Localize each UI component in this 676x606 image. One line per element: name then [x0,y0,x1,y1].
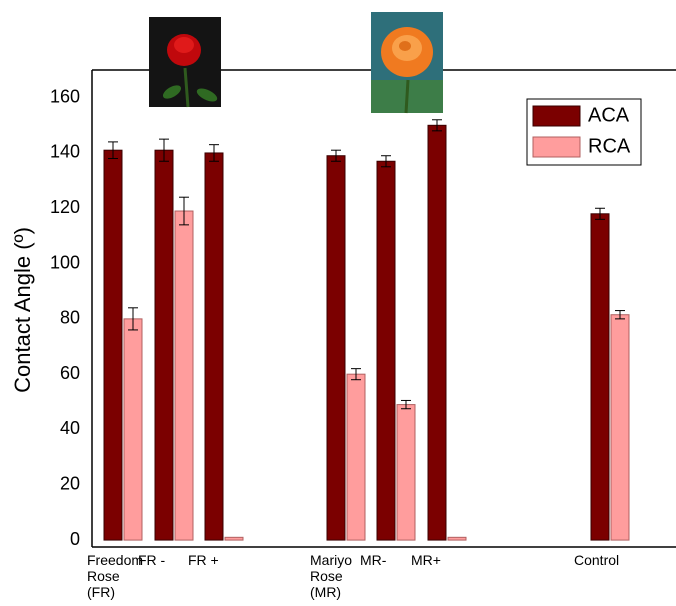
bar [124,319,142,540]
y-tick-label: 40 [60,418,80,438]
legend-label: RCA [588,135,631,157]
y-tick-label: 80 [60,308,80,328]
bar [377,161,395,540]
bar [205,153,223,540]
bar [611,315,629,540]
x-tick-label: FR + [188,552,246,568]
legend-swatch [533,106,580,126]
x-tick-label: Freedom Rose (FR) [87,552,145,600]
page: Contact Angle (º) 0 20 40 60 80 100 120 140 160 A… [0,0,676,606]
bar [327,156,345,540]
y-tick-label: 100 [50,252,80,272]
rose-photo-red [149,17,221,107]
x-tick-label: MR+ [411,552,469,568]
y-tick-label: 0 [70,529,80,549]
y-tick-label: 20 [60,474,80,494]
y-axis-label: Contact Angle (º) [10,227,35,393]
x-tick-label: MR- [360,552,418,568]
y-tick-label: 140 [50,142,80,162]
bar [225,537,243,540]
legend-swatch [533,137,580,157]
chart: Contact Angle (º) 0 20 40 60 80 100 120 140 160 A… [0,0,676,606]
bar [347,374,365,540]
y-tick-label: 60 [60,363,80,383]
y-tick-label: 160 [50,86,80,106]
legend-label: ACA [588,104,630,126]
x-tick-label: Control [574,552,632,568]
rose-photo-orange [371,12,443,113]
bar [104,150,122,540]
bar [591,214,609,540]
bar [428,125,446,540]
bar [175,211,193,540]
bar [448,537,466,540]
y-tick-label: 120 [50,197,80,217]
bar [155,150,173,540]
bar [397,405,415,540]
